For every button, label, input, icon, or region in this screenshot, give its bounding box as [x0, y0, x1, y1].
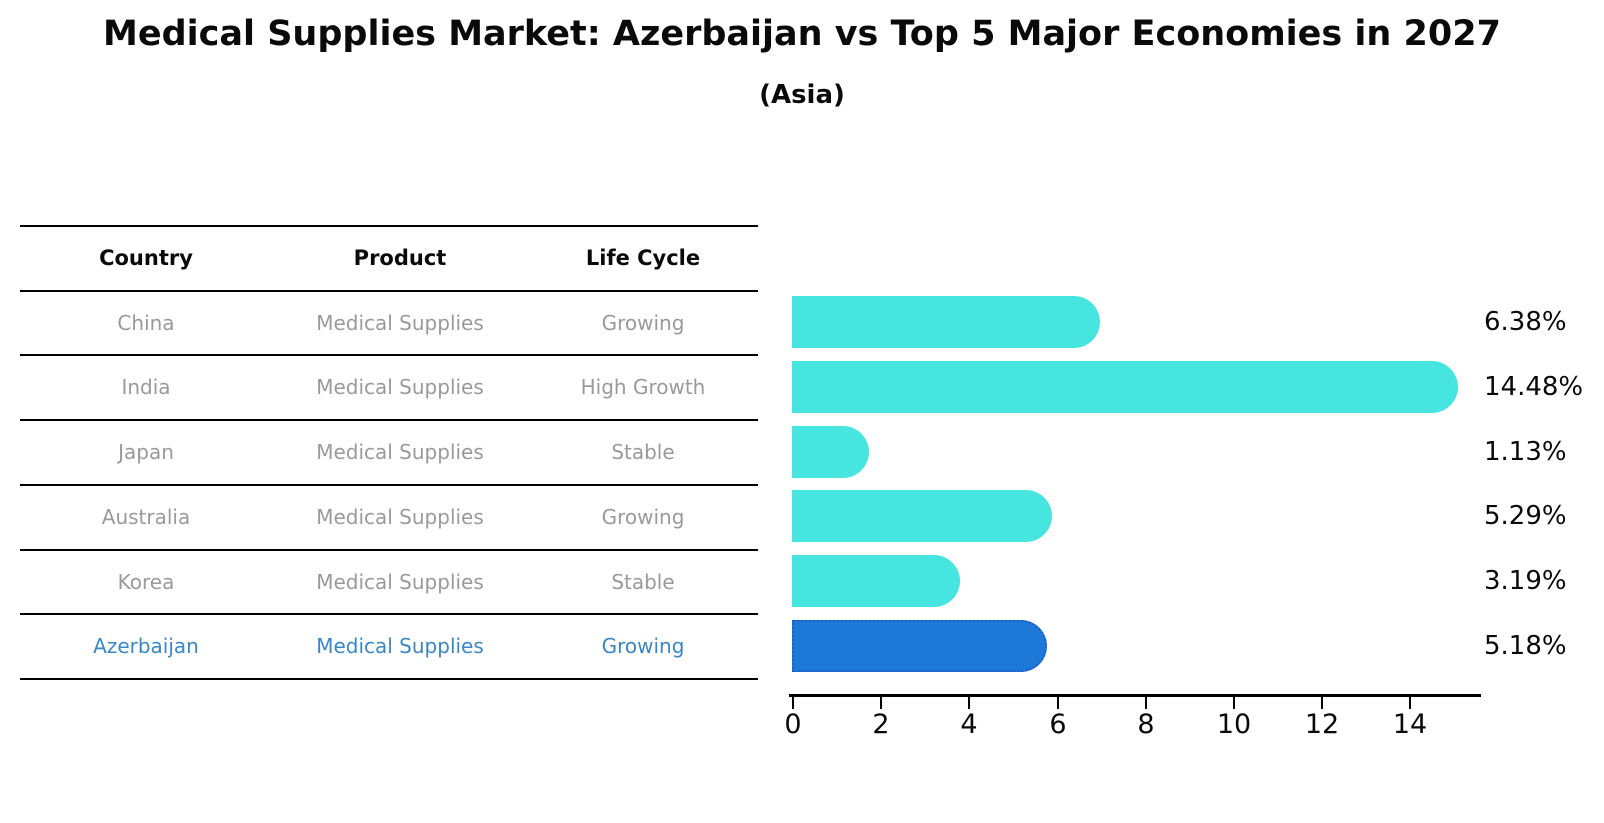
column-header-country: Country: [99, 245, 193, 270]
x-axis-tick: [1057, 697, 1059, 709]
bar-china: [792, 296, 1101, 348]
bar-australia: [792, 490, 1053, 542]
bar-india: [792, 361, 1458, 413]
x-axis-tick: [1321, 697, 1323, 709]
table-rule: [20, 354, 758, 356]
table-row-india: India Medical Supplies High Growth: [20, 355, 758, 418]
x-axis-tick: [1145, 697, 1147, 709]
cell-product: Medical Supplies: [316, 633, 484, 658]
cell-life-cycle: Stable: [611, 569, 675, 594]
cell-life-cycle: Growing: [601, 633, 685, 658]
x-tick-label: 12: [1304, 709, 1340, 740]
cell-product: Medical Supplies: [316, 504, 484, 529]
x-tick-label: 6: [1049, 709, 1067, 740]
table-row-china: China Medical Supplies Growing: [20, 291, 758, 354]
chart-subtitle: (Asia): [759, 80, 845, 110]
bar-korea: [792, 555, 960, 607]
cell-life-cycle: Stable: [611, 439, 675, 464]
cell-product: Medical Supplies: [316, 374, 484, 399]
table-row-australia: Australia Medical Supplies Growing: [20, 485, 758, 548]
cell-country: Australia: [101, 504, 191, 529]
table-rule: [20, 484, 758, 486]
x-axis-line: [789, 694, 1481, 697]
value-label-australia: 5.29%: [1484, 501, 1567, 531]
column-header-life-cycle: Life Cycle: [585, 245, 701, 270]
bar-azerbaijan: [792, 620, 1048, 672]
x-tick-label: 8: [1137, 709, 1155, 740]
cell-country: Korea: [117, 569, 175, 594]
table-rule-top: [20, 225, 758, 227]
cell-life-cycle: High Growth: [580, 374, 706, 399]
value-label-korea: 3.19%: [1484, 566, 1567, 596]
x-tick-label: 10: [1216, 709, 1252, 740]
table-rule: [20, 419, 758, 421]
cell-product: Medical Supplies: [316, 310, 484, 335]
value-label-azerbaijan: 5.18%: [1484, 631, 1567, 661]
bar-japan: [792, 426, 869, 478]
x-tick-label: 14: [1392, 709, 1428, 740]
x-axis-tick: [968, 697, 970, 709]
cell-country: India: [121, 374, 171, 399]
column-header-product: Product: [353, 245, 447, 270]
cell-life-cycle: Growing: [601, 504, 685, 529]
cell-product: Medical Supplies: [316, 439, 484, 464]
x-axis-tick: [880, 697, 882, 709]
table-row-azerbaijan: Azerbaijan Medical Supplies Growing: [20, 614, 758, 677]
value-label-china: 6.38%: [1484, 307, 1567, 337]
cell-life-cycle: Growing: [601, 310, 685, 335]
table-row-korea: Korea Medical Supplies Stable: [20, 550, 758, 613]
x-axis-tick: [1233, 697, 1235, 709]
x-tick-label: 4: [960, 709, 978, 740]
cell-country: China: [117, 310, 175, 335]
value-label-japan: 1.13%: [1484, 437, 1567, 467]
x-tick-label: 2: [872, 709, 890, 740]
table-rule: [20, 549, 758, 551]
x-axis-tick: [1409, 697, 1411, 709]
table-rule-header: [20, 290, 758, 292]
chart-title: Medical Supplies Market: Azerbaijan vs T…: [103, 14, 1501, 54]
cell-country: Japan: [118, 439, 174, 464]
table-header-row: Country Product Life Cycle: [20, 226, 758, 289]
value-label-india: 14.48%: [1484, 372, 1584, 402]
x-axis-tick: [792, 697, 794, 709]
table-row-japan: Japan Medical Supplies Stable: [20, 420, 758, 483]
cell-product: Medical Supplies: [316, 569, 484, 594]
x-tick-label: 0: [784, 709, 802, 740]
cell-country: Azerbaijan: [93, 633, 199, 658]
table-rule: [20, 613, 758, 615]
table-rule-bottom: [20, 678, 758, 680]
